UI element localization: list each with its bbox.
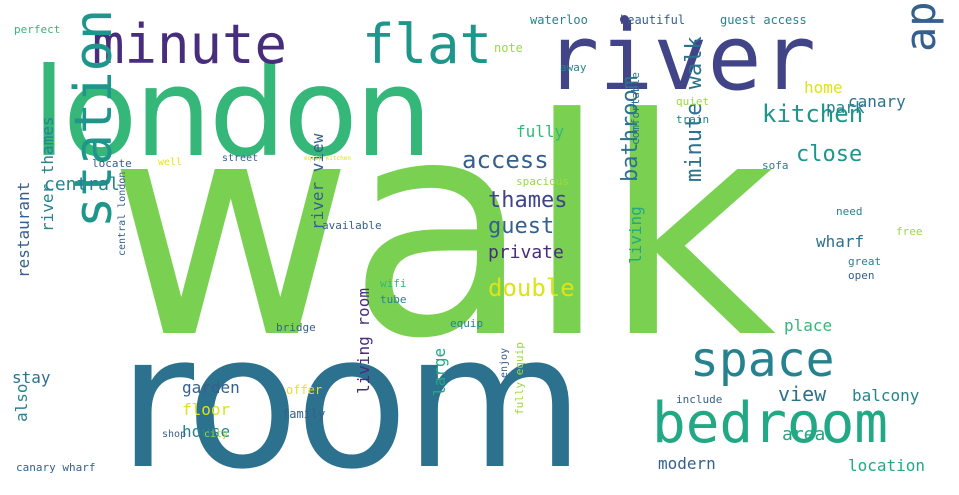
- word-waterloo: waterloo: [530, 13, 588, 27]
- word-offer: offer: [286, 383, 323, 397]
- word-river: river: [545, 6, 816, 111]
- word-street: street: [222, 153, 259, 164]
- word-enjoy: enjoy: [499, 347, 510, 378]
- word-canary-wharf: canary wharf: [16, 461, 96, 474]
- word-available: available: [322, 219, 382, 232]
- word-minute: minute: [92, 13, 288, 76]
- word-house: house: [182, 422, 231, 441]
- word-balcony: balcony: [852, 386, 920, 405]
- word-note: note: [494, 41, 523, 55]
- word-open: open: [848, 269, 875, 282]
- word-canary: canary: [848, 92, 906, 111]
- word-include: include: [676, 393, 723, 406]
- word-stay: stay: [12, 368, 51, 387]
- word-guest-access: guest access: [720, 13, 807, 27]
- word-tube: tube: [380, 293, 407, 306]
- word-central: central: [44, 174, 120, 195]
- word-need: need: [836, 205, 863, 218]
- word-private: private: [488, 242, 564, 263]
- word-shop: shop: [162, 429, 187, 440]
- word-bedroom: bedroom: [652, 391, 889, 456]
- word-fully-equip: fully equip: [513, 342, 526, 415]
- word-fully: fully: [516, 122, 565, 141]
- word-park: park: [826, 98, 865, 117]
- word-view: view: [778, 382, 827, 406]
- word-apartment: apartment: [896, 0, 945, 52]
- word-guest: guest: [488, 214, 555, 239]
- word-perfect: perfect: [14, 23, 61, 36]
- word-place: place: [784, 316, 833, 335]
- word-minute-walk: minute walk: [682, 36, 707, 182]
- word-close: close: [796, 142, 863, 167]
- word-home: home: [804, 78, 843, 97]
- word-comfortable: comfortable: [629, 72, 642, 145]
- word-equip-kitchen: equip kitchen: [304, 155, 351, 162]
- word-bridge: bridge: [276, 321, 316, 334]
- word-double: double: [488, 274, 575, 302]
- word-access: access: [462, 146, 549, 174]
- word-space: space: [690, 332, 835, 388]
- word-large: large: [430, 347, 449, 396]
- word-garden: garden: [182, 378, 240, 397]
- word-equip: equip: [450, 317, 484, 330]
- word-floor: floor: [182, 400, 231, 419]
- word-wharf: wharf: [816, 232, 865, 251]
- word-wifi: wifi: [380, 277, 407, 290]
- word-living: living: [626, 206, 645, 264]
- word-train: train: [676, 113, 710, 126]
- word-sofa: sofa: [762, 159, 789, 172]
- word-well: well: [158, 157, 183, 168]
- word-location: location: [848, 456, 926, 475]
- word-spacious: spacious: [516, 175, 569, 188]
- word-also: also: [12, 383, 31, 422]
- word-kitchen: kitchen: [762, 100, 864, 128]
- word-beautiful: beautiful: [620, 13, 686, 27]
- word-area: area: [782, 424, 826, 445]
- word-thames: thames: [488, 188, 568, 213]
- word-away: away: [560, 61, 587, 74]
- word-city: city: [204, 429, 229, 440]
- word-london: london: [32, 42, 432, 184]
- dot-marker: [620, 15, 629, 24]
- word-central-london: central london: [117, 171, 128, 256]
- word-great: great: [848, 255, 882, 268]
- word-river-view: river view: [308, 133, 327, 230]
- word-river-thames: river thames: [38, 116, 57, 232]
- word-family: family: [282, 407, 326, 421]
- word-flat: flat: [362, 13, 493, 76]
- word-quiet: quiet: [676, 95, 710, 108]
- word-station: station: [64, 8, 124, 228]
- word-walk: walk: [108, 55, 776, 404]
- word-locate: locate: [92, 157, 132, 170]
- word-free: free: [896, 225, 923, 238]
- word-room: room: [118, 294, 585, 495]
- word-restaurant: restaurant: [14, 181, 33, 278]
- word-living-room: living room: [354, 288, 373, 394]
- word-modern: modern: [658, 454, 716, 473]
